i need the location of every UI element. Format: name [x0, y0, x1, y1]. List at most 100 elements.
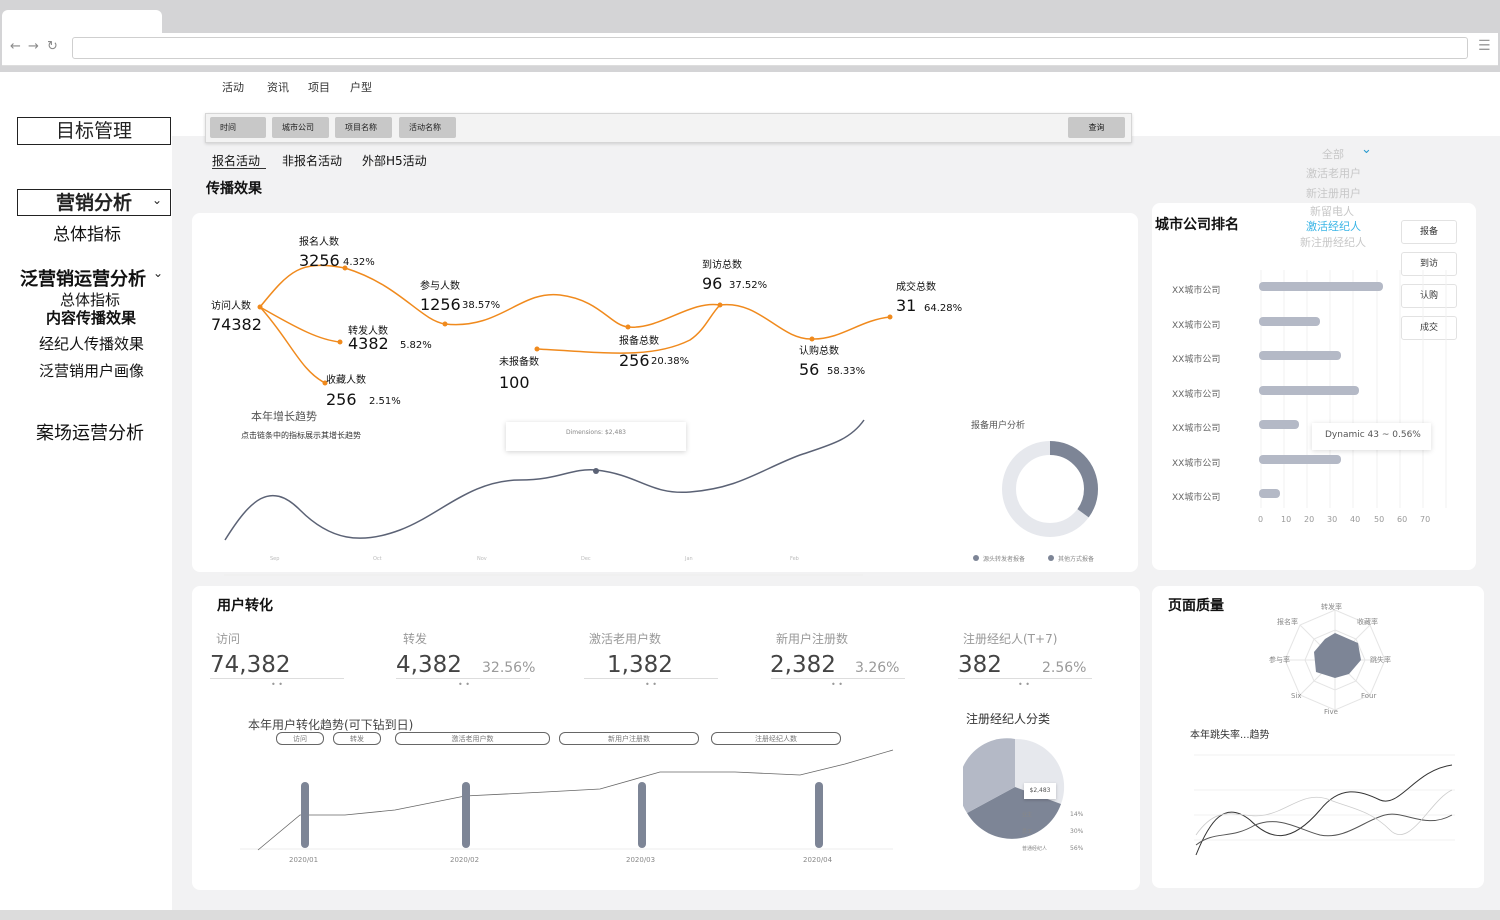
rank-btn-deal[interactable]: 成交 [1401, 316, 1457, 340]
flow-visit-total-value[interactable]: 96 [702, 274, 723, 293]
conv-divider [584, 678, 718, 679]
flow-signup-label[interactable]: 报名人数 [299, 237, 339, 248]
flow-forward-label[interactable]: 转发人数 [348, 326, 388, 337]
rank-btn-report[interactable]: 报备 [1401, 220, 1457, 244]
conv-agent-label[interactable]: 注册经纪人(T+7) [963, 632, 1058, 646]
filter-time[interactable]: 时间 [210, 117, 266, 138]
flow-subscribe-label[interactable]: 认购总数 [799, 346, 839, 357]
flow-visit-label[interactable]: 访问人数 [211, 301, 251, 312]
sidebar-pan-marketing[interactable]: 泛营销运营分析 [20, 269, 146, 290]
forward-icon[interactable]: → [28, 39, 39, 54]
conv-new-register-label[interactable]: 新用户注册数 [776, 632, 849, 646]
report-legend-other: 其他方式报备 [1058, 556, 1095, 563]
trend-title: 本年增长趋势 [251, 410, 317, 423]
dropdown-option[interactable]: 新注册用户 [1306, 187, 1361, 200]
flow-line-visit-signup [259, 264, 346, 308]
nav-house-type[interactable]: 户型 [350, 81, 372, 94]
flow-deal-value[interactable]: 31 [896, 296, 917, 315]
legend-agent[interactable]: 注册经纪人数 [711, 732, 841, 745]
back-icon[interactable]: ← [10, 39, 21, 54]
dropdown-option[interactable]: 新留电人 [1310, 205, 1354, 218]
pie-slice-staff [967, 787, 1061, 839]
carousel-dots: • • [271, 680, 283, 689]
pie-label-staff: 员工 [1022, 829, 1033, 835]
rank-btn-subscribe[interactable]: 认购 [1401, 284, 1457, 308]
nav-news[interactable]: 资讯 [267, 81, 289, 94]
tab-non-signup-activity[interactable]: 非报名活动 [282, 154, 343, 168]
filter-activity-name[interactable]: 活动名称 [399, 117, 456, 138]
conv-new-register-value[interactable]: 2,382 [770, 652, 836, 678]
flow-favorite-label[interactable]: 收藏人数 [326, 375, 366, 386]
dropdown-option[interactable]: 激活老用户 [1306, 167, 1361, 180]
sidebar-case-ops[interactable]: 案场运营分析 [36, 423, 144, 444]
query-button[interactable]: 查询 [1068, 117, 1125, 138]
sidebar-content-effect[interactable]: 内容传播效果 [46, 309, 137, 327]
dropdown-option-active[interactable]: 激活经纪人 [1306, 220, 1361, 233]
flow-participate-label[interactable]: 参与人数 [420, 281, 460, 292]
flow-deal-label[interactable]: 成交总数 [896, 282, 936, 293]
conv-agent-value[interactable]: 382 [958, 652, 1002, 678]
legend-visit[interactable]: 访问 [276, 732, 324, 745]
sidebar-overall[interactable]: 总体指标 [53, 225, 121, 245]
flow-report-label[interactable]: 报备总数 [619, 336, 659, 347]
ranking-bar[interactable] [1259, 317, 1320, 326]
flow-visit-total-label[interactable]: 到访总数 [702, 260, 742, 271]
legend-reactivated[interactable]: 激活老用户数 [395, 732, 550, 745]
flow-forward-value[interactable]: 4382 [348, 334, 389, 353]
flow-not-report-value[interactable]: 100 [499, 373, 530, 392]
browser-tab[interactable] [2, 10, 162, 34]
flow-favorite-value[interactable]: 256 [326, 390, 357, 409]
ranking-bar[interactable] [1259, 282, 1383, 291]
legend-forward[interactable]: 转发 [333, 732, 381, 745]
dropdown-option[interactable]: 新注册经纪人 [1300, 236, 1366, 249]
pie-label-owner: 业主 [1022, 812, 1033, 818]
conv-visit-value[interactable]: 74,382 [210, 652, 291, 678]
dropdown-option[interactable]: 全部 [1322, 148, 1344, 161]
conv-reactivated-value[interactable]: 1,382 [607, 652, 673, 678]
ranking-bar[interactable] [1259, 420, 1299, 429]
bounce-line-b [1195, 813, 1453, 846]
section-title: 传播效果 [206, 181, 262, 197]
chevron-down-icon: ⌄ [152, 193, 163, 207]
url-bar[interactable] [72, 37, 1468, 59]
flow-signup-value[interactable]: 3256 [299, 251, 340, 270]
reload-icon[interactable]: ↻ [47, 39, 58, 54]
menu-icon[interactable]: ☰ [1478, 38, 1491, 54]
conv-visit-label[interactable]: 访问 [216, 632, 241, 646]
conv-divider [958, 678, 1092, 679]
radar-label: 跳失率 [1370, 656, 1391, 664]
rank-axis-tick: 10 [1281, 515, 1292, 524]
flow-report-value[interactable]: 256 [619, 351, 650, 370]
pie-tooltip: $2,483 [1024, 783, 1056, 799]
rank-btn-visit[interactable]: 到访 [1401, 252, 1457, 276]
flow-favorite-pct: 2.51% [369, 396, 401, 407]
flow-visit-value[interactable]: 74382 [211, 315, 262, 334]
sidebar-target-mgmt[interactable]: 目标管理 [17, 117, 171, 145]
ranking-bar[interactable] [1259, 386, 1359, 395]
nav-activity[interactable]: 活动 [222, 81, 244, 94]
flow-subscribe-value[interactable]: 56 [799, 360, 820, 379]
filter-project-name[interactable]: 项目名称 [335, 117, 392, 138]
flow-not-report-label[interactable]: 未报备数 [499, 357, 539, 368]
trend-month-label: Oct [373, 556, 382, 562]
sidebar-agent-effect[interactable]: 经纪人传播效果 [39, 335, 145, 353]
ranking-bar[interactable] [1259, 455, 1341, 464]
sidebar-marketing[interactable]: 营销分析 ⌄ [17, 189, 171, 216]
conv-forward-value[interactable]: 4,382 [396, 652, 462, 678]
ranking-bar[interactable] [1259, 351, 1341, 360]
sidebar-pan-overall[interactable]: 总体指标 [60, 291, 121, 309]
chrome-divider [2, 65, 1498, 66]
sidebar-marketing-label: 营销分析 [55, 192, 132, 214]
sidebar-user-profile[interactable]: 泛营销用户画像 [39, 362, 145, 380]
conv-reactivated-label[interactable]: 激活老用户数 [589, 632, 662, 646]
pie-label-agent: 普通经纪人 [1022, 846, 1048, 852]
chevron-down-icon[interactable]: ⌄ [1361, 142, 1372, 157]
legend-new-register[interactable]: 新用户注册数 [559, 732, 699, 745]
filter-city-company[interactable]: 城市公司 [272, 117, 329, 138]
ranking-bar[interactable] [1259, 489, 1280, 498]
tab-h5-activity[interactable]: 外部H5活动 [362, 154, 427, 168]
conv-forward-label[interactable]: 转发 [403, 632, 428, 646]
flow-participate-value[interactable]: 1256 [420, 295, 461, 314]
tab-signup-activity[interactable]: 报名活动 [212, 154, 261, 168]
nav-project[interactable]: 项目 [308, 81, 330, 94]
